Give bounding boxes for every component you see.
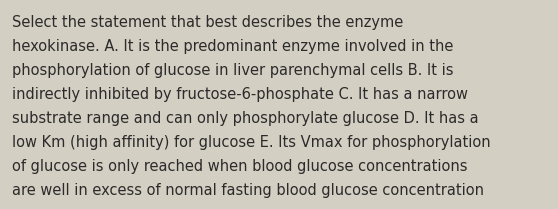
Text: of glucose is only reached when blood glucose concentrations: of glucose is only reached when blood gl…: [12, 159, 468, 174]
Text: indirectly inhibited by fructose-6-phosphate C. It has a narrow: indirectly inhibited by fructose-6-phosp…: [12, 87, 468, 102]
Text: low Km (high affinity) for glucose E. Its Vmax for phosphorylation: low Km (high affinity) for glucose E. It…: [12, 135, 491, 150]
Text: are well in excess of normal fasting blood glucose concentration: are well in excess of normal fasting blo…: [12, 183, 484, 198]
Text: hexokinase. A. It is the predominant enzyme involved in the: hexokinase. A. It is the predominant enz…: [12, 39, 454, 54]
Text: Select the statement that best describes the enzyme: Select the statement that best describes…: [12, 15, 403, 30]
Text: phosphorylation of glucose in liver parenchymal cells B. It is: phosphorylation of glucose in liver pare…: [12, 63, 454, 78]
Text: substrate range and can only phosphorylate glucose D. It has a: substrate range and can only phosphoryla…: [12, 111, 479, 126]
